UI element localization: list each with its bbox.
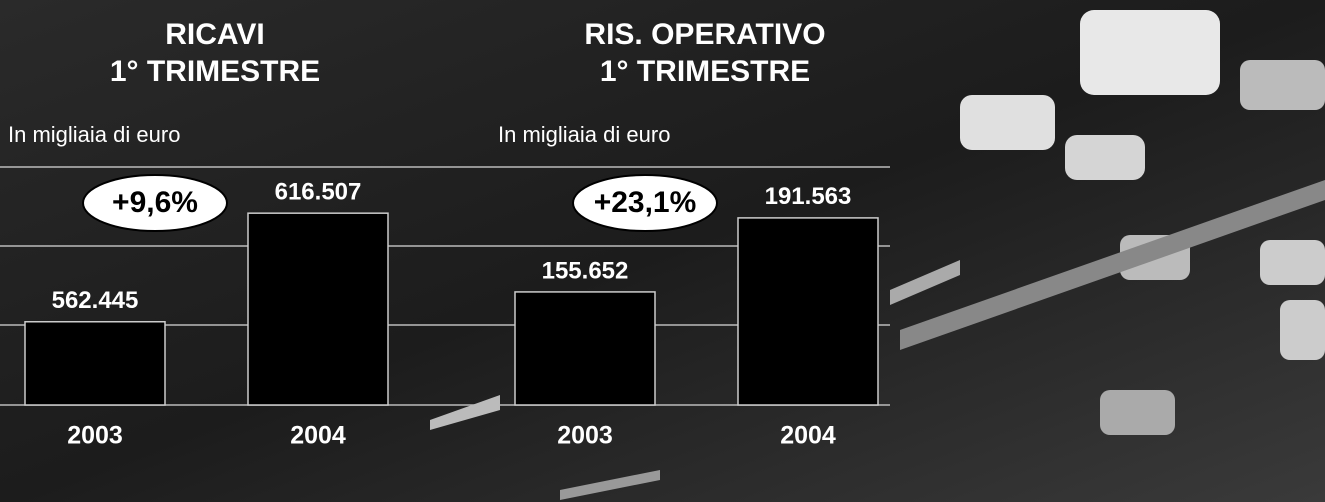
bar (247, 212, 389, 406)
category-label: 2004 (780, 422, 836, 450)
bar (737, 217, 879, 406)
value-label: 616.507 (275, 179, 362, 206)
unit-label: In migliaia di euro (498, 122, 670, 147)
chart-title: RIS. OPERATIVO (584, 18, 825, 51)
category-label: 2004 (290, 422, 346, 450)
bar (514, 291, 656, 406)
photo (430, 10, 1325, 500)
category-label: 2003 (557, 422, 613, 450)
bar (24, 321, 166, 406)
chart-title: 1° TRIMESTRE (600, 55, 810, 88)
value-label: 562.445 (52, 287, 139, 314)
annotation-badge (572, 174, 718, 232)
unit-label: In migliaia di euro (8, 122, 180, 147)
annotation: +23,1% (594, 186, 697, 219)
chart-title: RICAVI (165, 18, 264, 51)
value-label: 155.652 (542, 257, 629, 284)
value-label: 191.563 (765, 183, 852, 210)
annotation: +9,6% (112, 186, 198, 219)
annotation-badge (82, 174, 228, 232)
chart-title: 1° TRIMESTRE (110, 55, 320, 88)
category-label: 2003 (67, 422, 123, 450)
